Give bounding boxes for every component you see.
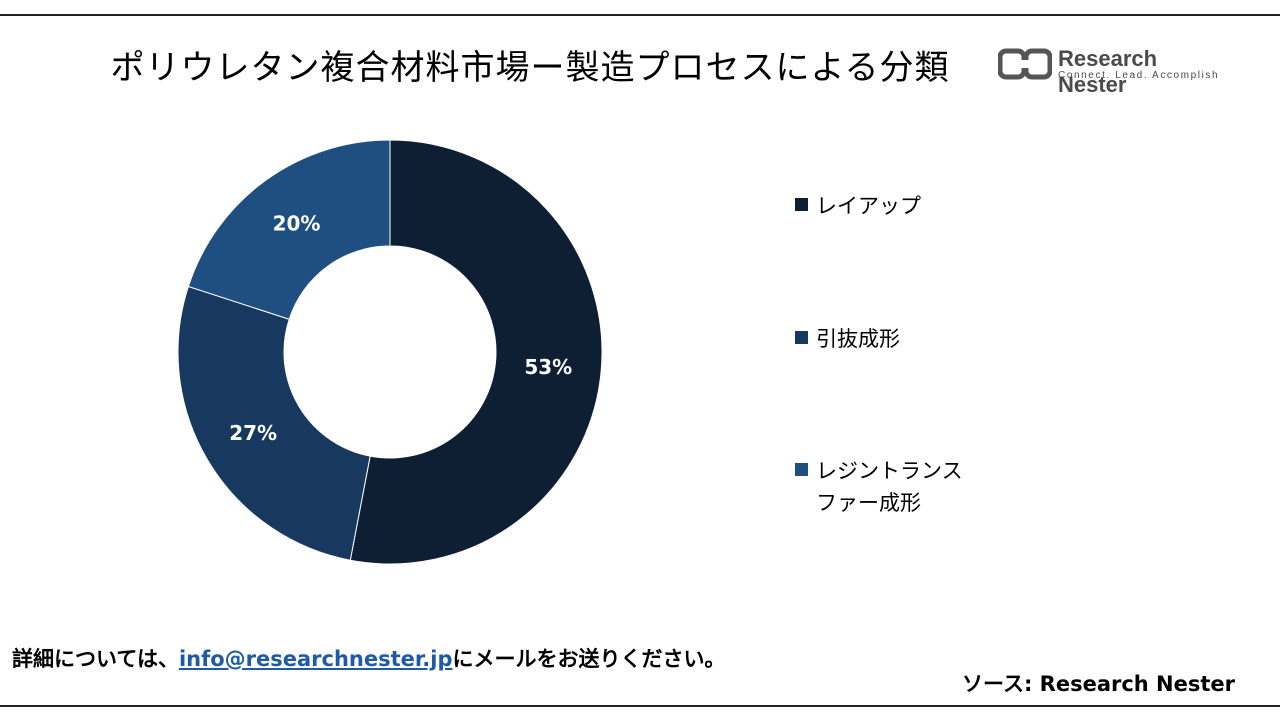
slice-pultrusion <box>177 285 371 561</box>
logo-tagline: Connect. Lead. Accomplish <box>1058 70 1220 81</box>
slice-rtm <box>187 139 391 320</box>
data-label-pultrusion: 27% <box>229 421 277 445</box>
slice-layup <box>349 139 603 565</box>
legend-item-pultrusion: 引抜成形 <box>795 323 1006 355</box>
footer-contact: 詳細については、info@researchnester.jpにメールをお送りくだ… <box>12 643 725 673</box>
top-border <box>0 14 1280 16</box>
research-nester-logo: Research Nester Connect. Lead. Accomplis… <box>998 46 1228 97</box>
legend-label-layup: レイアップ <box>816 194 921 218</box>
legend-label-pultrusion: 引抜成形 <box>816 327 900 351</box>
legend-swatch-layup <box>795 198 808 211</box>
chart-title: ポリウレタン複合材料市場ー製造プロセスによる分類 <box>110 48 950 88</box>
legend-swatch-rtm <box>795 463 808 476</box>
source-note: ソース: Research Nester <box>962 672 1236 696</box>
email-link[interactable]: info@researchnester.jp <box>178 647 453 671</box>
legend-item-layup: レイアップ <box>795 190 1006 222</box>
logo-mark-icon <box>998 48 1052 80</box>
legend-label-rtm: レジントランスファー成形 <box>816 459 963 515</box>
data-label-layup: 53% <box>524 355 572 379</box>
logo-name: Research Nester <box>1058 46 1158 97</box>
data-label-rtm: 20% <box>273 211 321 235</box>
bottom-border <box>0 705 1280 707</box>
legend-item-rtm: レジントランスファー成形 <box>795 455 976 519</box>
contact-prefix: 詳細については、 <box>12 647 179 671</box>
legend-swatch-pultrusion <box>795 331 808 344</box>
contact-suffix: にメールをお送りください。 <box>452 647 726 671</box>
